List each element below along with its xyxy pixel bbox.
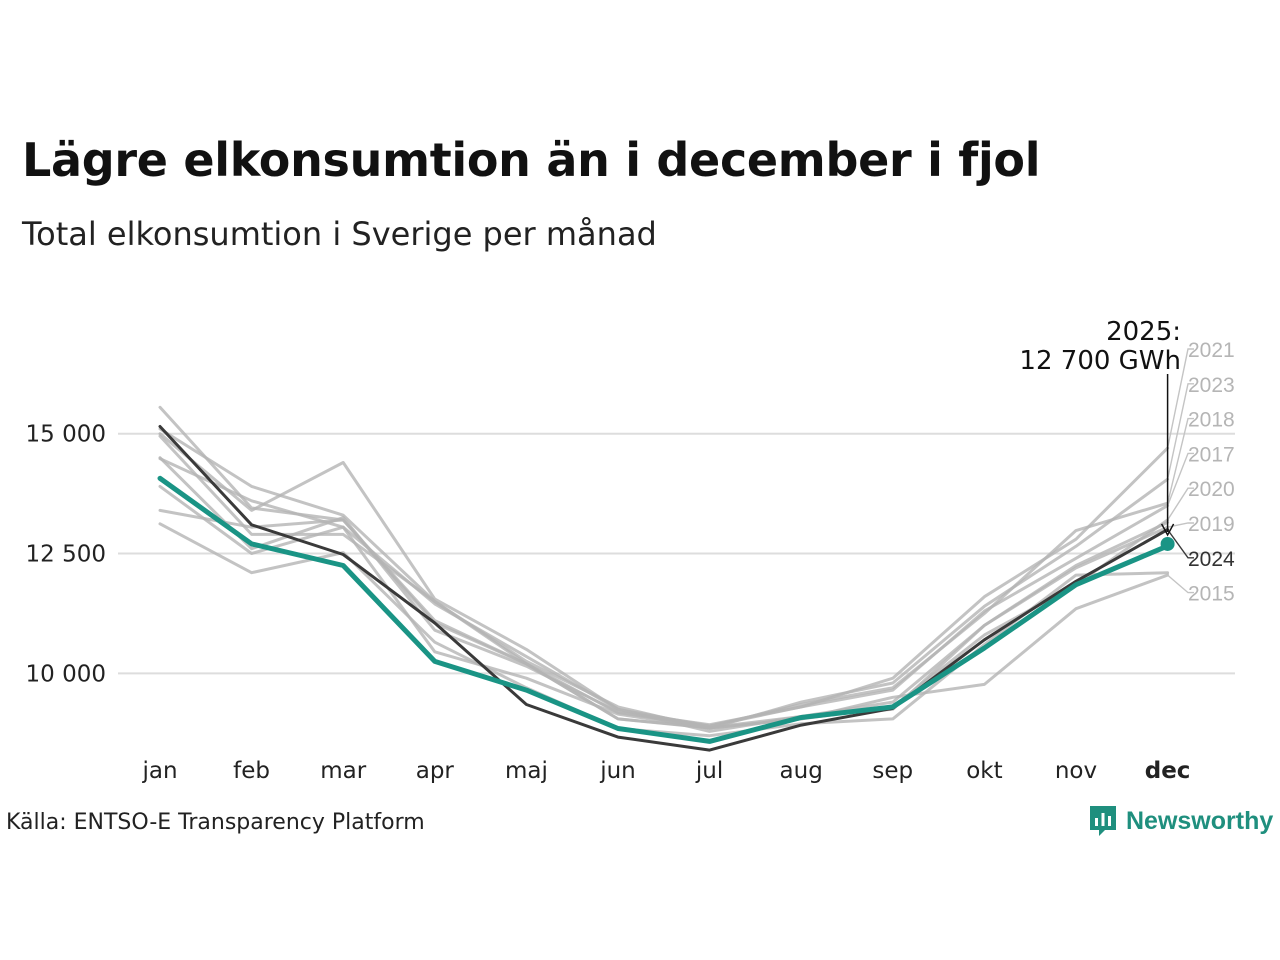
x-tick-label: sep	[872, 758, 913, 784]
series-label-2018: 2018	[1188, 409, 1235, 432]
series-lines	[157, 405, 1171, 752]
x-tick-label: feb	[233, 758, 270, 784]
series-label-2015: 2015	[1188, 583, 1235, 606]
series-line-2022	[158, 522, 1170, 738]
label-connector	[1167, 574, 1194, 594]
annotation-arrow-icon	[1160, 523, 1175, 537]
series-line-2017	[158, 456, 1170, 727]
y-tick-label: 15 000	[26, 422, 106, 448]
x-tick-label: okt	[966, 758, 1002, 784]
series-label-2017: 2017	[1188, 443, 1235, 466]
source-note: Källa: ENTSO-E Transparency Platform	[6, 810, 425, 835]
series-labels: 2021 2023 2018 2017 2020 2019 2024 2015	[1166, 339, 1235, 606]
label-connector	[1167, 522, 1194, 528]
series-label-2024: 2024	[1188, 548, 1235, 571]
x-tick-label: apr	[416, 758, 455, 784]
label-connector	[1166, 452, 1194, 506]
x-tick-label: maj	[505, 758, 548, 784]
y-tick-label: 10 000	[26, 661, 106, 687]
y-tick-label: 12 500	[26, 542, 106, 568]
highlight-point	[1160, 536, 1175, 551]
x-tick-label: jul	[695, 758, 723, 784]
x-tick-label: mar	[320, 758, 366, 784]
series-label-2021: 2021	[1188, 339, 1235, 362]
x-tick-label: dec	[1145, 758, 1191, 784]
annotation: 2025:12 700 GWh	[1019, 317, 1181, 551]
series-line-2016	[158, 457, 1170, 733]
annotation-year: 2025:	[1106, 317, 1181, 347]
series-line-2019	[158, 405, 1170, 729]
brand-name: Newsworthy	[1126, 806, 1274, 835]
annotation-value: 12 700 GWh	[1019, 346, 1181, 376]
series-line-2020	[158, 484, 1170, 730]
label-connector	[1167, 529, 1194, 559]
x-tick-label: jun	[599, 758, 636, 784]
series-line-2018	[158, 432, 1170, 728]
label-connector	[1166, 417, 1194, 504]
series-label-2019: 2019	[1188, 513, 1235, 536]
label-connector	[1167, 487, 1194, 521]
series-label-2023: 2023	[1188, 374, 1235, 397]
newsworthy-logo-icon	[1090, 806, 1116, 836]
chart-subtitle: Total elkonsumtion i Sverige per månad	[22, 215, 657, 253]
x-tick-label: aug	[780, 758, 823, 784]
axes: 10 000 12 500 15 000 jan feb mar apr maj jun jul a…	[26, 422, 1191, 784]
label-connector	[1166, 348, 1194, 449]
x-tick-label: nov	[1055, 758, 1097, 784]
label-connector	[1166, 383, 1194, 480]
series-line-2023	[158, 427, 1170, 730]
chart-title: Lägre elkonsumtion än i december i fjol	[22, 133, 1041, 187]
series-line-2021	[158, 434, 1170, 728]
series-line-2024	[158, 425, 1170, 752]
series-label-2020: 2020	[1188, 478, 1235, 501]
brand-logo[interactable]: Newsworthy	[1088, 804, 1273, 838]
series-line-2025	[157, 475, 1171, 744]
x-tick-label: jan	[141, 758, 177, 784]
